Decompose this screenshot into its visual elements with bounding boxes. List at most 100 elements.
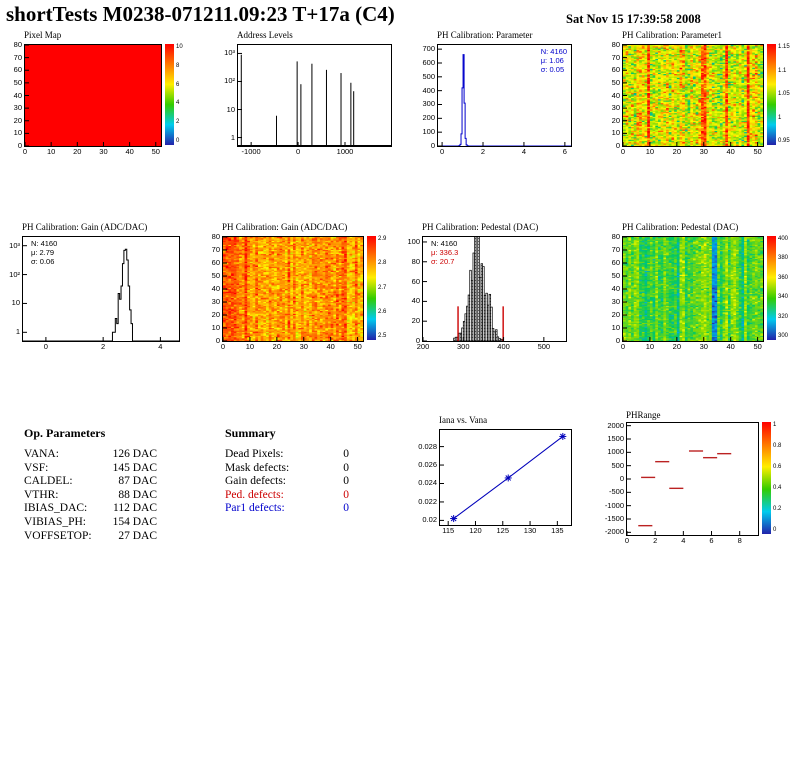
y-axis-tick-label: -1000 <box>604 500 624 510</box>
x-axis-tick-label: 10 <box>245 342 255 351</box>
x-axis-tick-label: 6 <box>709 536 714 545</box>
y-axis-tick-label: 50 <box>13 77 22 87</box>
y-axis-tick-label: 70 <box>13 52 22 62</box>
y-axis-tick-label: 0 <box>615 141 620 150</box>
y-axis-tick-label: 20 <box>211 310 220 319</box>
y-axis-tick-label: 50 <box>211 271 220 280</box>
chart-title: PHRange <box>626 410 661 420</box>
y-axis-tick-label: 50 <box>611 271 620 280</box>
x-axis-tick-label: 40 <box>125 147 134 156</box>
x-axis-tick-label: 20 <box>73 147 82 156</box>
summary-block: Summary Dead Pixels: 0 Mask defects: 0 Gain … <box>225 426 349 516</box>
param-value: 154 DAC <box>112 515 157 528</box>
y-axis-tick-label: 10 <box>611 128 620 138</box>
x-axis-tick-label: 30 <box>99 147 108 156</box>
y-axis-tick-label: 0.026 <box>418 460 437 470</box>
x-axis-tick-label: 0 <box>439 147 445 156</box>
stats-line: N: 4160 <box>31 239 58 248</box>
x-axis-tick-label: 0 <box>22 147 28 156</box>
x-axis-tick-label: 0 <box>295 147 301 156</box>
plot-frame <box>622 44 764 147</box>
y-axis-tick-label: 10 <box>611 323 620 332</box>
plot-frame <box>439 429 572 526</box>
color-scale <box>165 44 174 145</box>
color-scale-tick-label: 2.6 <box>378 308 387 315</box>
plot-frame: N: 4160 μ: 2.79 σ: 0.06 <box>22 236 180 342</box>
y-axis-tick-label: 1500 <box>607 434 624 443</box>
color-scale <box>762 422 771 534</box>
color-scale-tick-label: 320 <box>778 313 789 320</box>
summary-title: Summary <box>225 426 276 440</box>
stats-line: μ: 1.06 <box>540 56 564 65</box>
plot-frame <box>626 422 759 536</box>
x-axis-tick-label: 0 <box>220 342 226 351</box>
param-row: VOFFSETOP: 27 DAC <box>24 530 157 544</box>
y-axis-tick-label: 30 <box>211 297 220 306</box>
x-axis-tick-label: 4 <box>681 536 686 545</box>
x-axis-tick-label: 6 <box>562 147 567 156</box>
param-row: Par1 defects: 0 <box>225 502 349 516</box>
param-label: VANA: <box>24 448 59 460</box>
plot-frame: N: 4160 μ: 336.3 σ: 20.7 <box>422 236 567 342</box>
x-axis-tick-label: 115 <box>442 526 455 535</box>
y-axis-tick-label: -500 <box>608 487 624 497</box>
color-scale-tick-label: 1 <box>773 422 777 428</box>
x-axis-tick-label: 2 <box>653 536 658 545</box>
y-axis-tick-label: 40 <box>411 296 420 306</box>
param-row: VANA: 126 DAC <box>24 448 157 462</box>
color-scale-tick-label: 1.1 <box>778 67 787 74</box>
y-axis-tick-label: 80 <box>211 232 220 241</box>
panel-ph-parameter: PH Calibration: Parameter N: 4160 μ: 1.06… <box>415 30 580 160</box>
stats-line: μ: 2.79 <box>31 248 55 257</box>
plot-canvas <box>440 430 571 525</box>
y-axis-tick-label: 500 <box>611 460 624 470</box>
x-axis-tick-label: 30 <box>699 342 708 351</box>
param-row: Gain defects: 0 <box>225 475 349 489</box>
y-axis-tick-label: 40 <box>611 90 620 100</box>
y-axis-tick-label: 50 <box>611 77 620 87</box>
x-axis-tick-label: 10 <box>645 147 655 156</box>
y-axis-tick-label: 10³ <box>224 48 235 58</box>
y-axis-tick-label: 1000 <box>607 447 624 457</box>
x-axis-tick-label: 50 <box>753 147 762 156</box>
color-scale <box>767 44 776 145</box>
color-scale <box>367 236 376 340</box>
y-axis-tick-label: 40 <box>611 284 620 293</box>
x-axis-tick-label: 300 <box>457 342 470 351</box>
color-scale-tick-label: 0 <box>176 138 180 144</box>
stats-box: N: 4160 μ: 2.79 σ: 0.06 <box>31 239 57 266</box>
x-axis-tick-label: 2 <box>101 342 106 351</box>
param-label: IBIAS_DAC: <box>24 502 88 515</box>
y-axis-tick-label: 10 <box>13 128 22 138</box>
x-axis-tick-label: -1000 <box>241 147 261 156</box>
x-axis-tick-label: 4 <box>158 342 163 351</box>
panel-phrange: PHRange 0 2 4 6 8 2000 1500 1000 500 0 -500 -1000 -1… <box>604 410 796 550</box>
param-row: VTHR: 88 DAC <box>24 489 157 503</box>
plot-canvas <box>623 237 763 341</box>
param-row: IBIAS_DAC: 112 DAC <box>24 502 157 516</box>
x-axis-tick-label: 10 <box>46 147 56 156</box>
y-axis-tick-label: 20 <box>611 310 620 319</box>
param-row: Dead Pixels: 0 <box>225 448 349 462</box>
x-axis-tick-label: 20 <box>672 147 682 156</box>
y-axis-tick-label: 70 <box>611 52 620 62</box>
x-axis-tick-label: 10 <box>645 342 655 351</box>
x-axis-tick-label: 4 <box>521 147 527 156</box>
y-axis-tick-label: 1 <box>230 132 235 142</box>
y-axis-tick-label: 40 <box>13 90 22 100</box>
color-scale-tick-label: 0.4 <box>773 485 782 491</box>
stats-box: N: 4160 μ: 1.06 σ: 0.05 <box>541 47 567 74</box>
y-axis-tick-label: 60 <box>611 65 620 75</box>
plot-frame <box>237 44 392 147</box>
chart-title: PH Calibration: Gain (ADC/DAC) <box>222 222 348 232</box>
x-axis-tick-label: 135 <box>551 526 564 535</box>
y-axis-tick-label: -1500 <box>604 514 624 523</box>
y-axis-tick-label: 60 <box>211 258 220 267</box>
y-axis-tick-label: 70 <box>211 245 220 254</box>
color-scale-tick-label: 2.5 <box>378 333 387 339</box>
plot-canvas <box>423 237 566 341</box>
y-axis-tick-label: 20 <box>13 115 22 125</box>
x-axis-tick-label: 0 <box>620 342 626 351</box>
param-label: CALDEL: <box>24 475 73 488</box>
